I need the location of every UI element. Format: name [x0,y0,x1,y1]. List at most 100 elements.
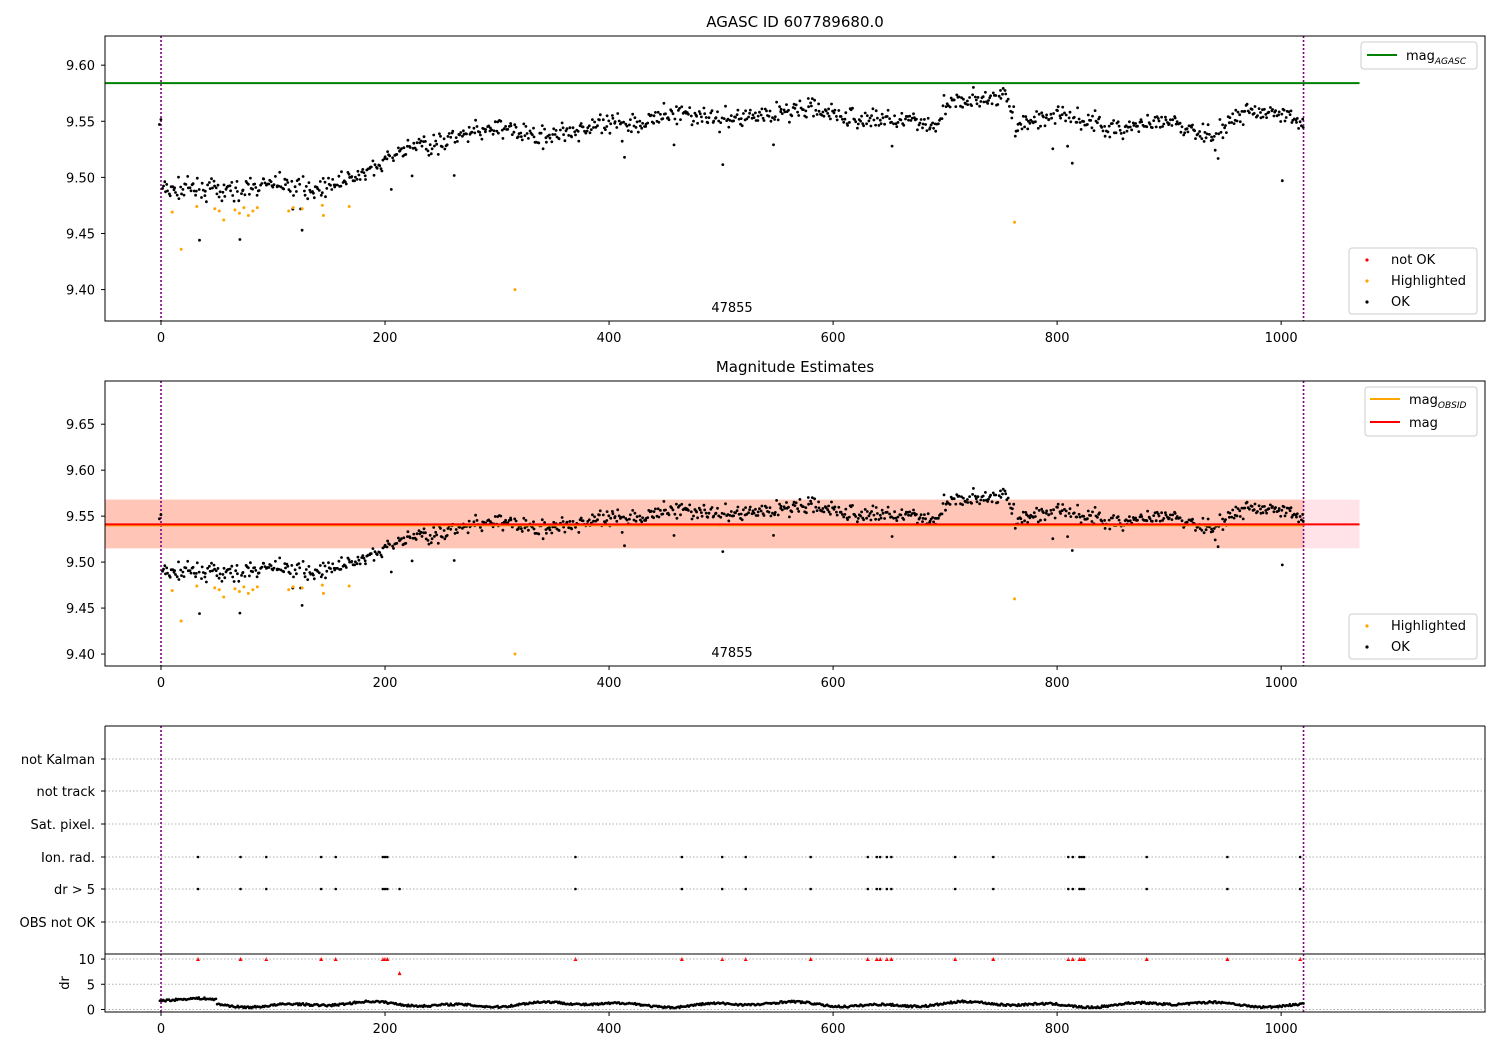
magnitude-ok-point [1224,518,1227,521]
agasc-ok-point [357,173,361,177]
magnitude-ok-point [1248,507,1251,511]
agasc-ok-point [815,113,819,116]
magnitude-ok-point [284,566,287,570]
magnitude-ok-point [714,511,718,515]
dr-gt5-event [1082,887,1086,891]
agasc-ok-point [926,116,930,120]
magnitude-ok-point [247,566,250,570]
agasc-highlighted-point [246,214,250,218]
magnitude-ok-point [1134,516,1137,520]
agasc-highlighted-point [195,205,199,209]
agasc-ok-point [453,140,457,144]
agasc-ok-point [1245,102,1249,106]
magnitude-ok-point [869,518,873,522]
agasc-ok-point [400,147,403,151]
dr-clipped-marker [319,957,324,962]
agasc-ok-point [493,120,497,124]
magnitude-ok-point [1173,512,1177,515]
agasc-legend-ok-marker [1365,300,1369,304]
agasc-ok-point [1288,113,1292,116]
magnitude-y-ticks: 9.409.459.509.559.609.65 [66,418,105,663]
agasc-ok-point [1031,121,1035,125]
agasc-ok-point [707,116,711,119]
magnitude-ok-point [527,528,530,532]
agasc-ok-point [625,124,629,128]
agasc-ok-point [336,183,339,187]
dr-clipped-marker [878,957,883,962]
agasc-ok-point [700,115,703,119]
magnitude-ok-point [567,526,571,530]
agasc-ok-point [584,131,588,135]
agasc-ok-point [1277,113,1280,117]
agasc-ok-point [194,189,198,193]
ion-rad-event [720,855,724,859]
magnitude-ok-point [1059,512,1062,515]
magnitude-highlighted-point [300,586,304,590]
agasc-ok-point [1170,124,1174,127]
magnitude-ok-point [206,566,210,570]
magnitude-ok-point [274,559,277,563]
magnitude-ok-point [285,562,289,566]
agasc-ok-point [1265,116,1268,119]
agasc-ok-point [174,191,177,194]
agasc-ok-point [568,126,572,130]
magnitude-ok-point [434,530,438,534]
magnitude-ok-point [577,531,581,534]
magnitude-ok-point [907,513,910,517]
magnitude-ok-point [260,565,264,569]
magnitude-ok-point [747,511,750,515]
agasc-highlighted-point [513,288,517,292]
agasc-ok-point [1076,106,1079,110]
agasc-ok-point [223,195,227,198]
agasc-ok-point [886,108,890,112]
magnitude-ok-point [716,506,719,510]
agasc-ok-point [929,123,933,127]
magnitude-ok-point [877,518,881,521]
magnitude-ok-point [218,572,222,576]
agasc-ok-point [1267,110,1271,114]
magnitude-ok-point [783,507,787,510]
magnitude-ok-point [1243,506,1247,510]
agasc-ok-point [1225,131,1228,135]
ion-rad-event [953,855,957,859]
magnitude-ok-point [633,511,637,515]
dr-clipped-marker [195,957,200,962]
agasc-ok-point [737,117,741,121]
magnitude-ok-point [358,562,362,566]
magnitude-ok-point [532,520,535,524]
agasc-ok-point [921,122,925,126]
agasc-ok-point [564,129,568,133]
magnitude-ok-point [466,531,470,535]
agasc-ok-point [672,143,676,147]
agasc-ok-point [991,91,995,95]
magnitude-ok-point [999,496,1003,499]
magnitude-ok-point [220,579,224,583]
magnitude-ok-point [1066,535,1069,538]
magnitude-ok-point [452,559,456,562]
magnitude-ok-point [616,508,620,512]
magnitude-ok-point [509,518,513,522]
agasc-ok-point [191,182,195,186]
magnitude-ok-point [419,530,423,534]
magnitude-lines [105,523,1360,527]
magnitude-ok-point [1020,521,1024,524]
agasc-ok-point [563,139,567,143]
dr-gt5-event [1067,887,1070,891]
magnitude-ok-point [832,507,836,511]
magnitude-ok-point [910,512,914,515]
agasc-ok-point [1122,131,1126,135]
ion-rad-event [866,855,870,859]
agasc-ok-point [1256,114,1259,117]
agasc-ok-point [790,114,794,118]
magnitude-ok-point [620,531,624,534]
agasc-ok-point [408,146,412,149]
agasc-ok-point [188,186,192,190]
agasc-ok-point [235,180,239,183]
agasc-ok-point [1114,131,1118,135]
magnitude-ok-point [389,570,393,574]
magnitude-ok-point [1178,516,1182,520]
magnitude-ok-point [493,515,497,518]
agasc-ok-point [1008,105,1011,108]
magnitude-ok-point [790,510,794,514]
